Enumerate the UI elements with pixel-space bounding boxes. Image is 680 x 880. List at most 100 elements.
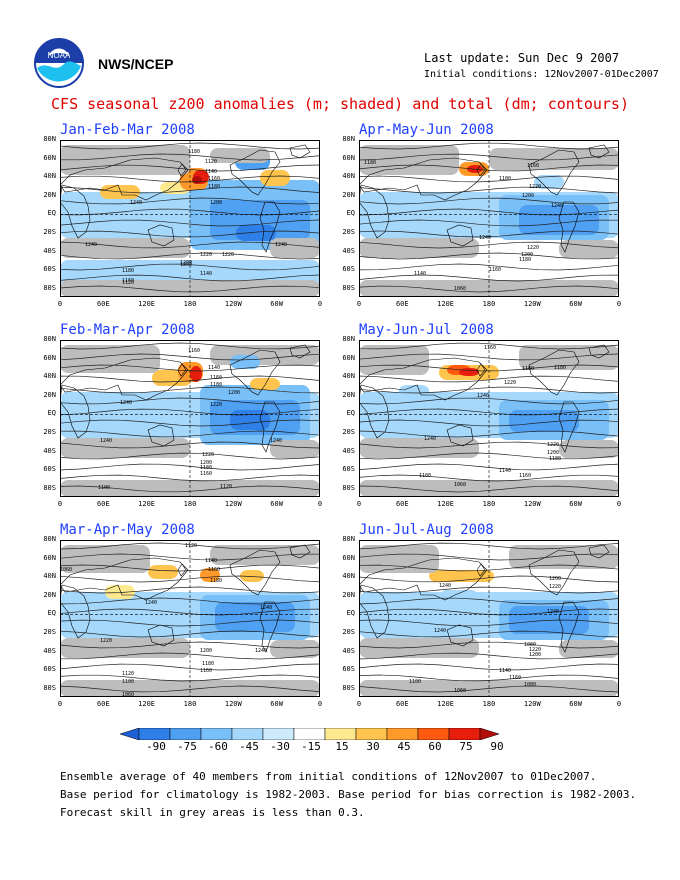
contour-label: 1200 xyxy=(210,200,222,206)
contour-line xyxy=(359,641,619,649)
lon-tick-label: 120E xyxy=(138,300,156,308)
contour-label: 1180 xyxy=(522,366,534,372)
coastline xyxy=(558,201,580,253)
contour-line xyxy=(60,353,320,361)
lat-tick-label: 80S xyxy=(342,483,355,492)
lat-tick-label: 40S xyxy=(43,646,56,655)
coastline xyxy=(60,557,189,601)
colorbar-tick-label: 45 xyxy=(397,740,411,753)
contour-label: 1240 xyxy=(120,400,132,406)
contour-line xyxy=(359,685,619,693)
lat-tick-label: 40N xyxy=(43,572,56,581)
coastline xyxy=(289,144,311,159)
coastline xyxy=(588,544,610,559)
shading-patch xyxy=(230,410,270,430)
coastline xyxy=(446,224,474,247)
lon-tick-label: 0 xyxy=(616,700,622,708)
shading-patch xyxy=(236,225,276,241)
contour-line xyxy=(60,597,320,605)
logo-text: NOAA xyxy=(48,51,71,60)
coastline xyxy=(259,601,281,653)
contour-label: 1220 xyxy=(100,638,112,644)
coastline xyxy=(147,424,175,447)
contour-label: 1200 xyxy=(180,260,192,266)
contour-line xyxy=(60,386,320,394)
contour-line xyxy=(60,263,320,271)
shading-patch xyxy=(519,205,599,235)
shading-patch xyxy=(200,568,220,582)
contour-label: 1060 xyxy=(454,688,466,694)
lat-tick-label: 40S xyxy=(342,646,355,655)
lon-tick-label: 180 xyxy=(183,300,197,308)
contour-line xyxy=(359,197,619,205)
lon-tick-label: 60E xyxy=(96,700,110,708)
lat-tick-label: 40N xyxy=(43,172,56,181)
lon-tick-label: 180 xyxy=(183,700,197,708)
contour-line xyxy=(359,674,619,682)
contour-label: 1220 xyxy=(222,252,234,258)
lon-tick-label: 60E xyxy=(96,500,110,508)
contour-line xyxy=(60,241,320,249)
contour-line xyxy=(359,186,619,194)
contour-line xyxy=(359,408,619,416)
lon-tick-label: 120W xyxy=(224,700,242,708)
shading-patch xyxy=(210,545,320,565)
contour-label: 1100 xyxy=(419,473,431,479)
contour-label: 1100 xyxy=(98,485,110,491)
contour-label: 1220 xyxy=(200,252,212,258)
coastline xyxy=(147,224,175,247)
coastline xyxy=(60,184,91,239)
colorbar xyxy=(120,728,500,740)
lat-tick-label: 80N xyxy=(43,135,56,143)
lat-tick-label: 80N xyxy=(342,535,355,543)
lat-tick-label: 80N xyxy=(43,535,56,543)
contour-line xyxy=(60,485,320,493)
colorbar-tick-label: -15 xyxy=(301,740,321,753)
lat-tick-label: EQ xyxy=(346,209,355,218)
lon-tick-label: 0 xyxy=(57,700,63,708)
lat-tick-label: 20N xyxy=(342,190,355,199)
contour-line xyxy=(60,553,320,561)
contour-label: 1180 xyxy=(200,465,212,471)
anomaly-shading xyxy=(60,140,320,297)
lon-tick-label: 60W xyxy=(569,300,582,308)
contour-label: 1100 xyxy=(122,679,134,685)
coastline xyxy=(558,601,580,653)
lat-tick-label: 80S xyxy=(43,483,56,492)
contour-label: 1160 xyxy=(484,345,496,351)
contour-line xyxy=(359,342,619,350)
contour-label: 1180 xyxy=(519,257,531,263)
contour-line xyxy=(359,285,619,293)
contour-line xyxy=(359,452,619,460)
shading-patch xyxy=(509,545,619,569)
contour-label: 1240 xyxy=(145,600,157,606)
lat-tick-label: EQ xyxy=(346,409,355,418)
coastline xyxy=(60,584,91,639)
shading-patch xyxy=(559,440,619,458)
lon-tick-label: 120E xyxy=(437,300,455,308)
colorbar-end-left xyxy=(120,728,140,740)
last-update: Last update: Sun Dec 9 2007 xyxy=(424,51,620,65)
org-label: NWS/NCEP xyxy=(98,56,174,72)
colorbar-tick-label: -30 xyxy=(270,740,290,753)
shading-patch xyxy=(60,480,320,497)
coastline xyxy=(259,401,281,453)
footer-line-2: Base period for climatology is 1982-2003… xyxy=(60,788,637,801)
lat-tick-label: 20S xyxy=(43,228,56,236)
colorbar-tick-label: -75 xyxy=(177,740,197,753)
lon-tick-label: 0 xyxy=(317,300,323,308)
contour-label: 1240 xyxy=(255,648,267,654)
coastline xyxy=(359,557,488,601)
lat-tick-label: EQ xyxy=(47,209,56,218)
contour-label: 1160 xyxy=(122,278,134,284)
contour-label: 1220 xyxy=(504,380,516,386)
contour-line xyxy=(60,342,320,350)
shading-patch xyxy=(359,280,619,297)
contour-label: 1080 xyxy=(524,642,536,648)
lon-tick-label: 120E xyxy=(437,700,455,708)
contour-line xyxy=(359,485,619,493)
contour-label: 1240 xyxy=(424,436,436,442)
contour-line xyxy=(359,586,619,594)
lon-tick-label: 60E xyxy=(395,300,409,308)
